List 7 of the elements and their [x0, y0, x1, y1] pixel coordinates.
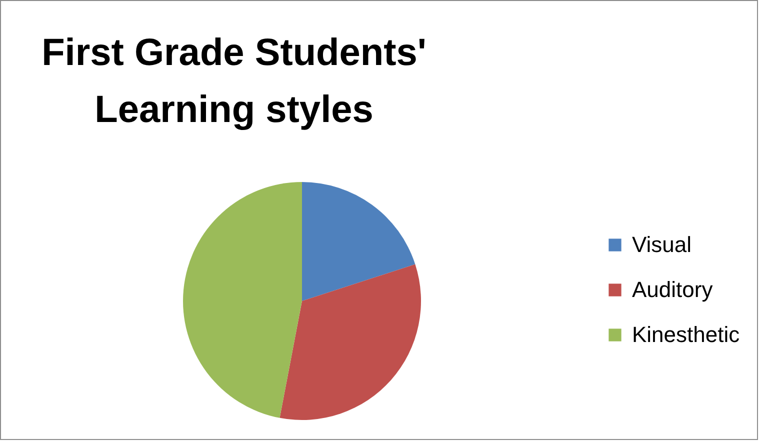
chart-title: First Grade Students' Learning styles: [42, 32, 426, 131]
legend-label: Kinesthetic: [632, 322, 740, 347]
legend-label: Visual: [632, 232, 692, 257]
pie-slice: [302, 182, 416, 301]
pie-slice: [280, 264, 421, 420]
legend-label: Auditory: [632, 277, 713, 302]
pie-slice: [183, 182, 302, 418]
